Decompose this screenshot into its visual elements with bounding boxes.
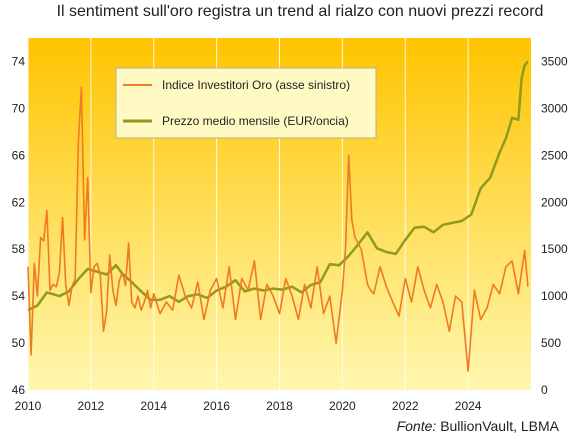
series-line-monthly-price — [27, 60, 529, 312]
y-left-tick-label: 46 — [12, 383, 26, 397]
x-tick-label: 2014 — [140, 399, 167, 413]
legend-label-investor-index: Indice Investitori Oro (asse sinistro) — [162, 78, 350, 92]
y-left-tick-label: 62 — [12, 195, 26, 209]
y-left-tick-label: 74 — [12, 54, 26, 68]
y-right-tick-label: 0 — [541, 383, 548, 397]
y-right-tick-label: 1500 — [541, 242, 568, 256]
y-right-tick-label: 3000 — [541, 101, 568, 115]
y-right-tick-label: 2500 — [541, 148, 568, 162]
y-left-tick-label: 66 — [12, 148, 26, 162]
y-left-tick-label: 58 — [12, 242, 26, 256]
x-tick-label: 2022 — [392, 399, 419, 413]
x-axis: 2010 2012 2014 2016 2018 2020 2022 2024 — [15, 399, 482, 413]
x-tick-label: 2012 — [78, 399, 105, 413]
chart-title: Il sentiment sull'oro registra un trend … — [56, 3, 544, 20]
y-axis-right: 0 500 1000 1500 2000 2500 3000 3500 — [541, 54, 568, 397]
legend-label-monthly-price: Prezzo medio mensile (EUR/oncia) — [162, 114, 349, 128]
x-tick-label: 2010 — [15, 399, 42, 413]
x-tick-label: 2018 — [266, 399, 293, 413]
series-line-investor-index — [27, 86, 529, 373]
y-right-tick-label: 1000 — [541, 289, 568, 303]
series-lines — [27, 60, 529, 373]
x-tick-label: 2016 — [203, 399, 230, 413]
y-right-tick-label: 500 — [541, 336, 561, 350]
legend: Indice Investitori Oro (asse sinistro) P… — [115, 67, 377, 139]
y-left-tick-label: 70 — [12, 101, 26, 115]
source-prefix: Fonte: — [396, 418, 437, 434]
source-note: Fonte: BullionVault, LBMA — [397, 418, 559, 434]
x-tick-label: 2024 — [455, 399, 482, 413]
y-left-tick-label: 50 — [12, 336, 26, 350]
y-left-tick-label: 54 — [12, 289, 26, 303]
y-right-tick-label: 3500 — [541, 54, 568, 68]
y-axis-left: 46 50 54 58 62 66 70 74 — [12, 54, 26, 397]
source-name: BullionVault, LBMA — [440, 418, 559, 434]
y-right-tick-label: 2000 — [541, 195, 568, 209]
x-tick-label: 2020 — [329, 399, 356, 413]
